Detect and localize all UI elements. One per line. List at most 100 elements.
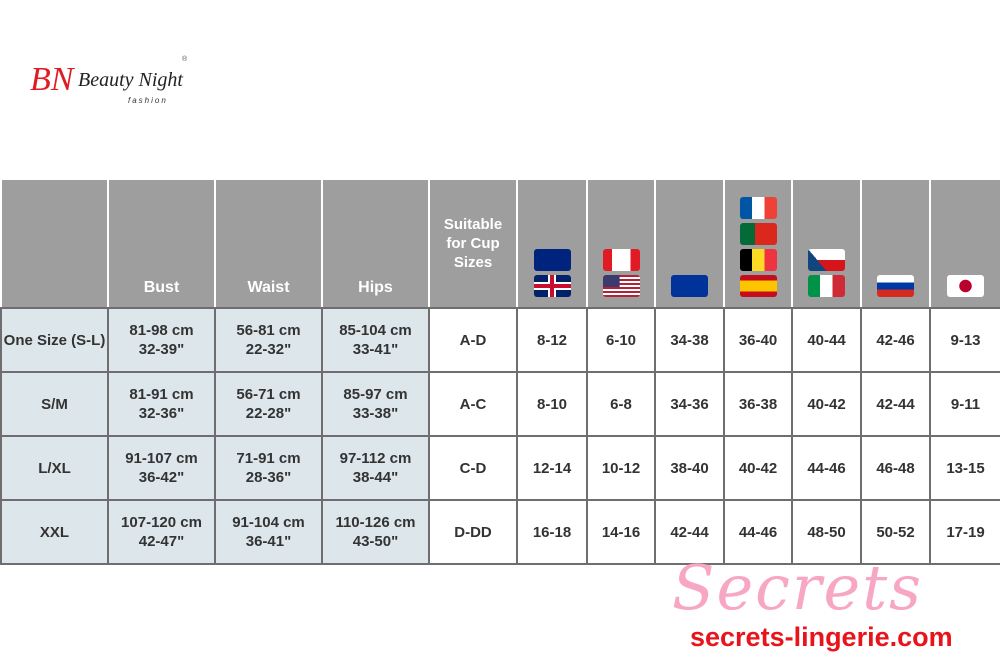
- hips-cm: 97-112 cm: [339, 450, 412, 467]
- logo-subtext: fashion: [128, 96, 168, 105]
- bust-cell: 107-120 cm 42-47": [107, 499, 216, 565]
- waist-inch: 22-28": [245, 405, 292, 422]
- bust-cm: 91-107 cm: [125, 450, 198, 467]
- region-size-cell: 42-44: [654, 499, 725, 565]
- flag-france-icon: [739, 197, 777, 219]
- waist-cm: 56-81 cm: [236, 322, 301, 339]
- header-cup-sizes: Suitable for Cup Sizes: [428, 178, 518, 309]
- region-size-cell: 40-42: [723, 435, 793, 501]
- header-region-2: [654, 178, 725, 309]
- header-region-0: [516, 178, 588, 309]
- flag-czech-icon: [808, 249, 845, 271]
- hips-cell: 85-97 cm 33-38": [321, 371, 430, 437]
- header-region-6: [929, 178, 1000, 309]
- region-size-cell: 38-40: [654, 435, 725, 501]
- header-row: Bust Waist Hips Suitable for Cup Sizes: [0, 178, 1000, 309]
- region-size-cell: 40-44: [791, 307, 862, 373]
- region-size-cell: 12-14: [516, 435, 588, 501]
- header-region-5: [860, 178, 931, 309]
- region-size-cell: 42-44: [860, 371, 931, 437]
- hips-inch: 43-50": [352, 533, 399, 550]
- hips-inch: 38-44": [352, 469, 399, 486]
- waist-cell: 91-104 cm 36-41": [214, 499, 323, 565]
- bust-cm: 81-91 cm: [129, 386, 194, 403]
- bust-cell: 81-98 cm 32-39": [107, 307, 216, 373]
- hips-inch: 33-41": [352, 341, 399, 358]
- region-size-cell: 36-38: [723, 371, 793, 437]
- region-size-cell: 8-10: [516, 371, 588, 437]
- waist-inch: 36-41": [245, 533, 292, 550]
- region-size-cell: 14-16: [586, 499, 656, 565]
- watermark-url: secrets-lingerie.com: [690, 622, 953, 652]
- table-row: S/M 81-91 cm 32-36" 56-71 cm 22-28" 85-97 cm 3…: [0, 371, 1000, 437]
- waist-inch: 28-36": [245, 469, 292, 486]
- hips-cell: 97-112 cm 38-44": [321, 435, 430, 501]
- cup-cell: C-D: [428, 435, 518, 501]
- flag-australia-icon: [533, 249, 571, 271]
- logo-monogram: BN: [30, 61, 74, 98]
- size-label: One Size (S-L): [0, 307, 109, 373]
- table-row: XXL 107-120 cm 42-47" 91-104 cm 36-41" 110-12…: [0, 499, 1000, 565]
- region-size-cell: 9-13: [929, 307, 1000, 373]
- bust-cm: 81-98 cm: [129, 322, 194, 339]
- region-size-cell: 8-12: [516, 307, 588, 373]
- bust-cell: 81-91 cm 32-36": [107, 371, 216, 437]
- region-size-cell: 13-15: [929, 435, 1000, 501]
- header-bust: Bust: [107, 178, 216, 309]
- bust-inch: 42-47": [138, 533, 185, 550]
- waist-cell: 56-81 cm 22-32": [214, 307, 323, 373]
- logo-text: Beauty Night: [78, 69, 183, 91]
- region-size-cell: 6-10: [586, 307, 656, 373]
- header-region-4: [791, 178, 862, 309]
- region-size-cell: 44-46: [791, 435, 862, 501]
- header-size: [0, 178, 109, 309]
- size-label: S/M: [0, 371, 109, 437]
- header-region-1: [586, 178, 656, 309]
- waist-cell: 71-91 cm 28-36": [214, 435, 323, 501]
- cup-cell: A-D: [428, 307, 518, 373]
- bust-inch: 36-42": [138, 469, 185, 486]
- region-size-cell: 50-52: [860, 499, 931, 565]
- cup-cell: D-DD: [428, 499, 518, 565]
- hips-cell: 110-126 cm 43-50": [321, 499, 430, 565]
- flag-italy-icon: [808, 275, 845, 297]
- waist-inch: 22-32": [245, 341, 292, 358]
- table-row: One Size (S-L) 81-98 cm 32-39" 56-81 cm 22-3…: [0, 307, 1000, 373]
- registered-mark: ®: [182, 56, 188, 63]
- flag-canada-icon: [602, 249, 640, 271]
- region-size-cell: 34-36: [654, 371, 725, 437]
- brand-logo: BN Beauty Night fashion ®: [30, 56, 190, 132]
- flag-japan-icon: [947, 275, 984, 297]
- flag-russia-icon: [877, 275, 914, 297]
- flag-spain-icon: [739, 275, 777, 297]
- header-region-3: [723, 178, 793, 309]
- flag-eu-icon: [671, 275, 708, 297]
- hips-inch: 33-38": [352, 405, 399, 422]
- bust-cm: 107-120 cm: [121, 514, 202, 531]
- cup-cell: A-C: [428, 371, 518, 437]
- header-hips: Hips: [321, 178, 430, 309]
- waist-cm: 56-71 cm: [236, 386, 301, 403]
- size-label: XXL: [0, 499, 109, 565]
- bust-inch: 32-36": [138, 405, 185, 422]
- region-size-cell: 44-46: [723, 499, 793, 565]
- table-row: L/XL 91-107 cm 36-42" 71-91 cm 28-36" 97-112 …: [0, 435, 1000, 501]
- region-size-cell: 42-46: [860, 307, 931, 373]
- header-waist: Waist: [214, 178, 323, 309]
- flag-usa-icon: [602, 275, 640, 297]
- region-size-cell: 17-19: [929, 499, 1000, 565]
- waist-cm: 91-104 cm: [232, 514, 305, 531]
- hips-cm: 85-97 cm: [343, 386, 408, 403]
- flag-belgium-icon: [739, 249, 777, 271]
- waist-cm: 71-91 cm: [236, 450, 301, 467]
- region-size-cell: 10-12: [586, 435, 656, 501]
- region-size-cell: 48-50: [791, 499, 862, 565]
- waist-cell: 56-71 cm 22-28": [214, 371, 323, 437]
- watermark-script: Secrets: [672, 551, 923, 624]
- flag-uk-icon: [533, 275, 571, 297]
- hips-cm: 85-104 cm: [339, 322, 412, 339]
- region-size-cell: 36-40: [723, 307, 793, 373]
- region-size-cell: 34-38: [654, 307, 725, 373]
- region-size-cell: 6-8: [586, 371, 656, 437]
- hips-cell: 85-104 cm 33-41": [321, 307, 430, 373]
